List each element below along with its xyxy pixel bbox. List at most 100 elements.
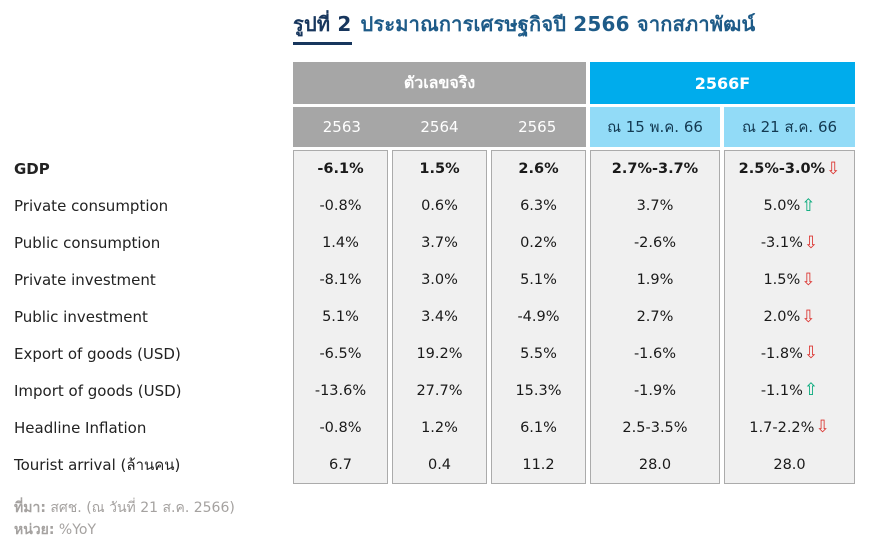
table-cell: -1.6% — [591, 335, 719, 372]
value-column-1: 1.5% 0.6% 3.7% 3.0% 3.4% 19.2% 27.7% 1.2% 0.4 — [392, 150, 487, 484]
revision-arrow-down-icon: ⇩ — [801, 269, 816, 290]
table-cell: -0.8% — [294, 188, 387, 225]
table-cell: 6.3% — [492, 188, 585, 225]
row-labels: GDP Private consumption Public consumption… — [14, 150, 286, 484]
row-label: Import of goods (USD) — [14, 382, 182, 401]
table-cell: 0.6% — [393, 188, 486, 225]
table-cell: 3.0% — [393, 262, 486, 299]
revision-arrow-down-icon: ⇩ — [803, 232, 819, 253]
row-label: GDP — [14, 159, 50, 178]
revision-arrow-down-icon: ⇩ — [815, 417, 830, 438]
cell-value: -1.9% — [633, 382, 677, 399]
revision-arrow-up-icon: ⇧ — [803, 380, 819, 401]
table-cell: -2.6% — [591, 225, 719, 262]
table-cell: 3.7% — [591, 188, 719, 225]
row-label: Private investment — [14, 270, 156, 289]
table-cell: -6.1% — [294, 151, 387, 188]
table-cell: 6.7 — [294, 446, 387, 483]
value-column-3: 2.7%-3.7% 3.7% -2.6% 1.9% 2.7% -1.6% -1.9% 2.5-… — [590, 150, 720, 484]
cell-value: 3.7% — [636, 198, 674, 215]
table-cell: 2.7% — [591, 299, 719, 336]
cell-value: 3.0% — [421, 272, 458, 289]
table-cell: -1.9% — [591, 372, 719, 409]
source-label: ที่มา: — [14, 500, 46, 516]
group-header-actual: ตัวเลขจริง — [293, 62, 586, 104]
table-cell: 28.0 — [725, 446, 854, 483]
table-cell: -13.6% — [294, 372, 387, 409]
table-cell: 15.3% — [492, 372, 585, 409]
table-cell: 5.5% — [492, 335, 585, 372]
cell-value: 19.2% — [416, 345, 463, 362]
cell-value: -6.1% — [317, 161, 364, 178]
source-note: ที่มา: สศช. (ณ วันที่ 21 ส.ค. 2566) — [14, 497, 235, 519]
table-cell: 28.0 — [591, 446, 719, 483]
col-header-2563: 2563 — [322, 118, 361, 136]
table-cell: 5.0% ⇧ — [725, 188, 854, 225]
cell-value: 0.4 — [427, 456, 452, 473]
revision-arrow-down-icon: ⇩ — [803, 343, 819, 364]
table-cell: -4.9% — [492, 299, 585, 336]
cell-value: 0.6% — [421, 198, 458, 215]
cell-value: -8.1% — [319, 272, 362, 289]
table-cell: 1.4% — [294, 225, 387, 262]
table-cell: -1.1% ⇧ — [725, 372, 854, 409]
cell-value: 2.0% — [763, 309, 801, 325]
cell-value: -13.6% — [314, 382, 367, 399]
revision-arrow-down-icon: ⇩ — [826, 158, 841, 179]
table-cell: 3.4% — [393, 299, 486, 336]
cell-value: 6.1% — [520, 419, 557, 436]
cell-value: 1.2% — [421, 419, 458, 436]
cell-value: 2.5%-3.0% — [738, 161, 826, 178]
cell-value: 27.7% — [416, 382, 463, 399]
cell-value: 5.0% — [763, 198, 801, 215]
cell-value: 28.0 — [773, 456, 806, 473]
unit-value: %YoY — [58, 522, 97, 539]
cell-value: -1.1% — [760, 382, 803, 399]
table-cell: 27.7% — [393, 372, 486, 409]
table-cell: -8.1% — [294, 262, 387, 299]
figure-number: รูปที่ 2 — [293, 8, 352, 45]
row-label: Public consumption — [14, 233, 161, 252]
cell-value: 1.5% — [419, 161, 460, 178]
table-cell: 2.7%-3.7% — [591, 151, 719, 188]
table-cell: 0.2% — [492, 225, 585, 262]
cell-value: -1.6% — [633, 345, 677, 362]
table-cell: -1.8% ⇩ — [725, 335, 854, 372]
revision-arrow-up-icon: ⇧ — [801, 195, 816, 216]
table-cell: 11.2 — [492, 446, 585, 483]
table-cell: -6.5% — [294, 335, 387, 372]
cell-value: 5.1% — [520, 272, 557, 289]
table-cell: 2.5-3.5% — [591, 409, 719, 446]
row-label: Headline Inflation — [14, 419, 147, 438]
value-column-4: 2.5%-3.0% ⇩ 5.0% ⇧ -3.1% ⇩ 1.5% ⇩ 2.0% ⇩ -1.8% ⇩ -1.… — [724, 150, 855, 484]
cell-value: 2.7% — [636, 309, 674, 325]
year-header-bar: 2563 2564 2565 — [293, 107, 586, 147]
cell-value: 2.7%-3.7% — [611, 161, 699, 178]
value-column-0: -6.1% -0.8% 1.4% -8.1% 5.1% -6.5% -13.6% -0.8% 6… — [293, 150, 388, 484]
cell-value: 5.1% — [322, 309, 359, 325]
cell-value: -1.8% — [760, 345, 803, 362]
group-header-forecast: 2566F — [590, 62, 855, 104]
col-header-2564: 2564 — [420, 118, 459, 136]
cell-value: 1.7-2.2% — [749, 419, 815, 436]
cell-value: 28.0 — [638, 456, 672, 473]
table-cell: 1.5% — [393, 151, 486, 188]
table-cell: 5.1% — [294, 299, 387, 336]
table-cell: -0.8% — [294, 409, 387, 446]
table-cell: 1.5% ⇩ — [725, 262, 854, 299]
cell-value: -3.1% — [760, 235, 803, 252]
row-label: Private consumption — [14, 196, 169, 215]
table-cell: 0.4 — [393, 446, 486, 483]
source-value: สศช. (ณ วันที่ 21 ส.ค. 2566) — [50, 500, 235, 516]
table-cell: 2.0% ⇩ — [725, 299, 854, 336]
table-cell: 6.1% — [492, 409, 585, 446]
cell-value: -4.9% — [517, 309, 560, 325]
cell-value: 5.5% — [520, 345, 557, 362]
cell-value: 15.3% — [515, 382, 562, 399]
revision-arrow-down-icon: ⇩ — [801, 306, 816, 327]
table-cell: -3.1% ⇩ — [725, 225, 854, 262]
cell-value: 1.4% — [322, 235, 359, 252]
cell-value: 2.5-3.5% — [622, 419, 688, 436]
unit-note: หน่วย: %YoY — [14, 519, 235, 541]
